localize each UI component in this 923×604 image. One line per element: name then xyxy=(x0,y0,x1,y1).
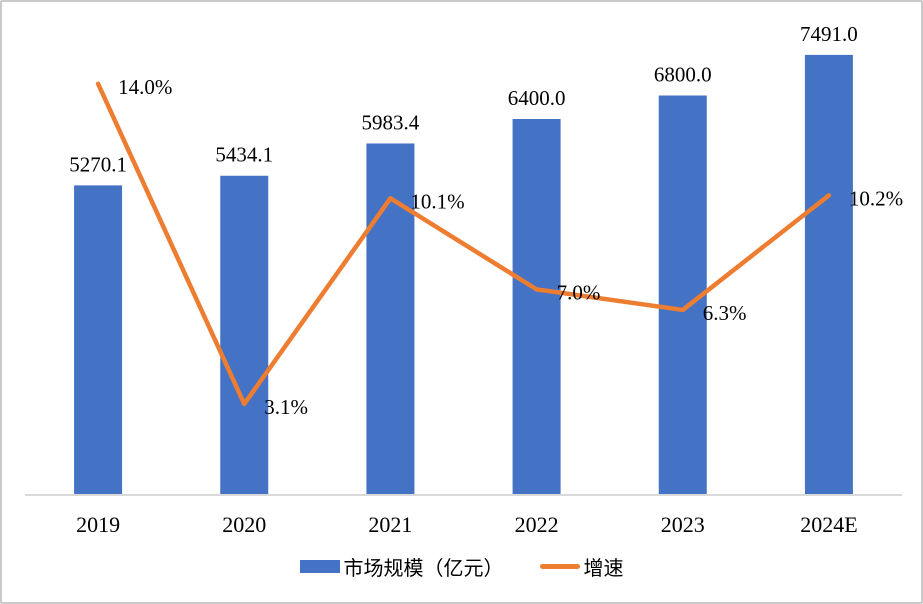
growth-value-label-2019: 14.0% xyxy=(118,75,172,99)
x-axis-label-2023: 2023 xyxy=(661,512,705,537)
x-axis-label-2019: 2019 xyxy=(76,512,120,537)
bar-value-label-2024E: 7491.0 xyxy=(800,22,858,46)
growth-value-label-2023: 6.3% xyxy=(703,301,747,325)
line-series-swatch-icon xyxy=(539,564,580,569)
growth-value-label-2021: 10.1% xyxy=(410,189,464,213)
bar-series-swatch-icon xyxy=(299,560,340,573)
growth-value-label-2022: 7.0% xyxy=(557,280,601,304)
bar-value-label-2022: 6400.0 xyxy=(508,86,566,110)
x-axis-label-2021: 2021 xyxy=(368,512,412,537)
growth-value-label-2024E: 10.2% xyxy=(849,186,903,210)
bar-value-label-2019: 5270.1 xyxy=(69,152,127,176)
bar-value-label-2021: 5983.4 xyxy=(362,110,420,134)
growth-line-series xyxy=(95,81,832,407)
bar-value-label-2023: 6800.0 xyxy=(654,63,712,87)
bar-2024E xyxy=(804,54,853,496)
legend-label-growth: 增速 xyxy=(583,558,624,580)
growth-value-label-2020: 3.1% xyxy=(264,395,308,419)
bar-2020 xyxy=(220,175,269,495)
bar-2022 xyxy=(512,119,561,495)
x-axis-label-2024E: 2024E xyxy=(800,512,857,537)
x-axis-label-2020: 2020 xyxy=(222,512,266,537)
chart-legend: 市场规模（亿元） 增速 xyxy=(2,552,921,581)
legend-label-market-size: 市场规模（亿元） xyxy=(343,558,504,580)
legend-item-growth: 增速 xyxy=(539,552,624,581)
bar-value-label-2020: 5434.1 xyxy=(215,143,273,167)
x-axis-label-2022: 2022 xyxy=(515,512,559,537)
bar-2019 xyxy=(74,185,123,495)
legend-item-market-size: 市场规模（亿元） xyxy=(299,552,504,581)
